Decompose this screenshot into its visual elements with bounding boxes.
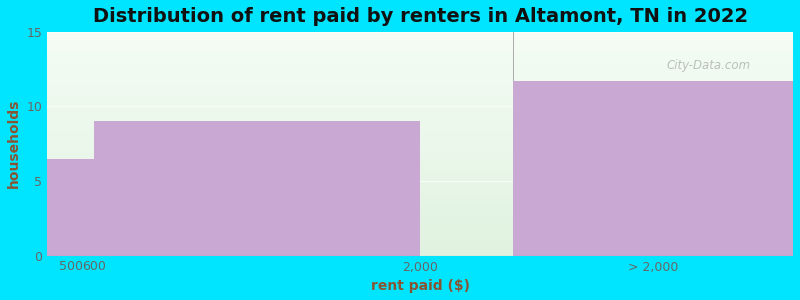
Text: City-Data.com: City-Data.com <box>666 59 750 72</box>
X-axis label: rent paid ($): rent paid ($) <box>370 279 470 293</box>
Bar <box>514 81 793 256</box>
Bar <box>94 121 420 256</box>
Title: Distribution of rent paid by renters in Altamont, TN in 2022: Distribution of rent paid by renters in … <box>93 7 748 26</box>
Y-axis label: households: households <box>7 99 21 188</box>
Bar <box>47 159 94 256</box>
